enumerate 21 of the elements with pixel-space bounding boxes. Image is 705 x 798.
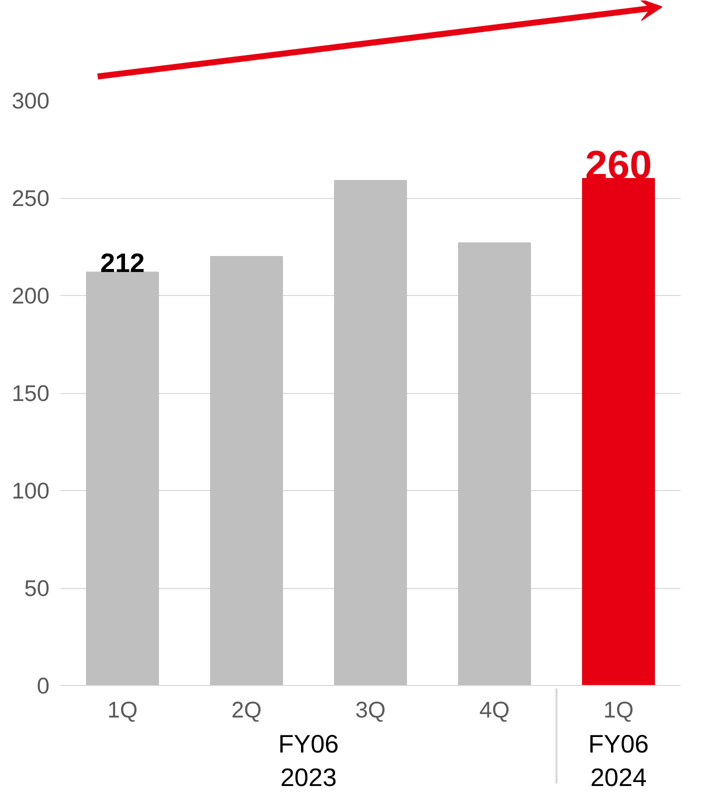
bar (582, 178, 655, 686)
text: FY06 2024 (588, 730, 649, 792)
y-tick-label: 50 (24, 575, 50, 601)
text: FY06 2023 (278, 730, 339, 792)
y-tick-label: 300 (12, 88, 50, 114)
bar (458, 242, 531, 686)
x-tick-label: 3Q (355, 696, 386, 722)
data-label: 212 (100, 248, 145, 278)
x-tick-label: 1Q (107, 696, 138, 722)
x-tick-label: 2Q (231, 696, 262, 722)
y-tick-label: 100 (12, 478, 50, 504)
bar (86, 272, 159, 686)
x-tick-label: 4Q (479, 696, 510, 722)
y-tick-label: 150 (12, 380, 50, 406)
x-tick-label: 1Q (603, 696, 634, 722)
y-tick-label: 250 (12, 185, 50, 211)
bar (334, 180, 407, 686)
data-label: 260 (585, 144, 652, 188)
y-tick-label: 200 (12, 282, 50, 308)
y-tick-label: 0 (36, 672, 50, 698)
bar (210, 256, 283, 686)
